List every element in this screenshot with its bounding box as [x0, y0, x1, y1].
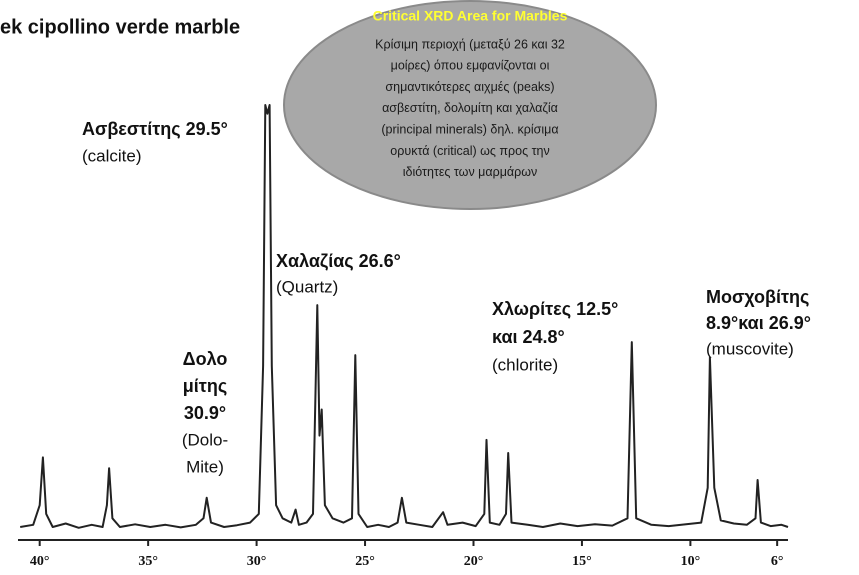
annotation-bold: Μοσχοβίτης	[706, 287, 809, 307]
annotation-bold: Χαλαζίας 26.6°	[276, 251, 401, 272]
annotation-text: (Quartz)	[276, 277, 338, 296]
callout-line: ορυκτά (critical) ως προς την	[390, 144, 549, 158]
annotation-bold: και 24.8°	[492, 327, 565, 347]
annotation-text: (calcite)	[82, 146, 142, 165]
x-tick-label: 20°	[464, 554, 484, 569]
callout-line: ασβεστίτη, δολομίτη και χαλαζία	[382, 101, 558, 115]
callout-title: Critical XRD Area for Marbles	[373, 8, 568, 24]
x-tick-label: 40°	[30, 554, 50, 569]
annotation-bold: Ασβεστίτης 29.5°	[82, 119, 228, 139]
x-tick-label: 25°	[355, 554, 375, 569]
x-tick-label: 30°	[247, 554, 267, 569]
callout-ellipse	[283, 0, 657, 210]
callout-line: ιδιότητες των μαρμάρων	[403, 165, 538, 179]
callout-line: (principal minerals) δηλ. κρίσιμα	[381, 122, 558, 136]
annotation-text: (chlorite)	[492, 355, 558, 374]
callout-line: Κρίσιμη περιοχή (μεταξύ 26 και 32	[375, 37, 565, 51]
annotation-bold: 30.9°	[184, 403, 226, 423]
annotation-text: Mite)	[186, 457, 224, 476]
annotation-text: (Dolo-	[182, 430, 228, 449]
annotation-bold: 8.9°και 26.9°	[706, 313, 811, 333]
x-tick-label: 10°	[681, 554, 701, 569]
annotation-text: (muscovite)	[706, 339, 794, 358]
callout-line: μοίρες) όπου εμφανίζονται οι	[391, 59, 550, 73]
x-tick-label: 6°	[771, 554, 784, 569]
annotation-bold: Δολο	[183, 349, 228, 369]
xrd-trace	[20, 104, 789, 529]
x-tick-label: 35°	[138, 554, 158, 569]
annotation-bold: μίτης	[183, 376, 227, 396]
x-tick-label: 15°	[572, 554, 592, 569]
callout-line: σημαντικότερες αιχμές (peaks)	[385, 80, 554, 94]
annotation-bold: Χλωρίτες 12.5°	[492, 299, 618, 319]
chart-title: ek cipollino verde marble	[0, 16, 240, 38]
